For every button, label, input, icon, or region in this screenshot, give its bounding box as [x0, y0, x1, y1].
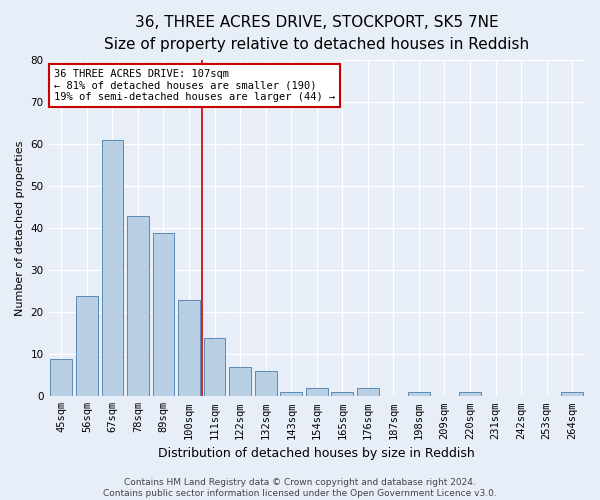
Bar: [127, 216, 149, 396]
Bar: [459, 392, 481, 396]
Bar: [152, 232, 175, 396]
Text: Contains HM Land Registry data © Crown copyright and database right 2024.
Contai: Contains HM Land Registry data © Crown c…: [103, 478, 497, 498]
Bar: [204, 338, 226, 396]
Bar: [562, 392, 583, 396]
Bar: [280, 392, 302, 396]
Bar: [331, 392, 353, 396]
Y-axis label: Number of detached properties: Number of detached properties: [15, 140, 25, 316]
Title: 36, THREE ACRES DRIVE, STOCKPORT, SK5 7NE
Size of property relative to detached : 36, THREE ACRES DRIVE, STOCKPORT, SK5 7N…: [104, 15, 529, 52]
Bar: [255, 371, 277, 396]
Bar: [306, 388, 328, 396]
Text: 36 THREE ACRES DRIVE: 107sqm
← 81% of detached houses are smaller (190)
19% of s: 36 THREE ACRES DRIVE: 107sqm ← 81% of de…: [54, 68, 335, 102]
X-axis label: Distribution of detached houses by size in Reddish: Distribution of detached houses by size …: [158, 447, 475, 460]
Bar: [178, 300, 200, 396]
Bar: [101, 140, 123, 396]
Bar: [50, 358, 72, 397]
Bar: [357, 388, 379, 396]
Bar: [229, 367, 251, 396]
Bar: [408, 392, 430, 396]
Bar: [76, 296, 98, 396]
